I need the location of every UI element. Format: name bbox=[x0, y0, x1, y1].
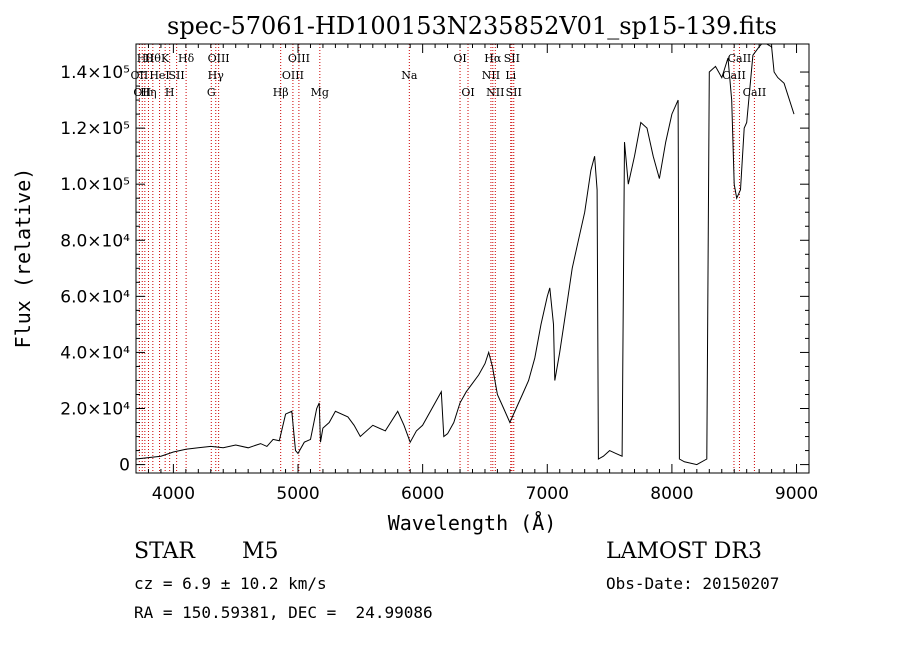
line-label-7: H bbox=[165, 86, 175, 99]
line-label-22: NII bbox=[486, 86, 504, 99]
line-label-4: Hθ bbox=[145, 52, 162, 65]
line-label-5: HeI bbox=[149, 69, 169, 82]
line-label-13: Hβ bbox=[273, 86, 289, 99]
x-axis-ticks: 4000 5000 6000 7000 8000 9000 bbox=[135, 44, 818, 504]
y-tick-label-20000: 2.0×10⁴ bbox=[60, 400, 130, 420]
x-axis-label: Wavelength (Å) bbox=[388, 511, 557, 535]
y-axis-ticks: 0 2.0×10⁴ 4.0×10⁴ 6.0×10⁴ 8.0×10⁴ 1.0×10⁵ 1.2×… bbox=[60, 63, 809, 476]
y-tick-label-100000: 1.0×10⁵ bbox=[60, 175, 130, 195]
line-label-14: OIII bbox=[282, 69, 304, 82]
line-label-16: Mg bbox=[311, 86, 329, 99]
y-tick-label-60000: 6.0×10⁴ bbox=[60, 287, 130, 307]
line-label-11: Hγ bbox=[208, 69, 225, 82]
y-tick-label-140000: 1.4×10⁵ bbox=[60, 63, 130, 83]
x-tick-label-9000: 9000 bbox=[775, 484, 818, 504]
object-class: STAR bbox=[134, 539, 195, 564]
x-tick-label-7000: 7000 bbox=[526, 484, 569, 504]
observation-date: Obs-Date: 20150207 bbox=[606, 574, 780, 593]
ra-dec-coordinates: RA = 150.59381, DEC = 24.99086 bbox=[134, 603, 433, 622]
line-label-3: Hη bbox=[140, 86, 156, 99]
line-label-23: Li bbox=[505, 69, 516, 82]
redshift-cz: cz = 6.9 ± 10.2 km/s bbox=[134, 574, 327, 593]
x-tick-label-5000: 5000 bbox=[276, 484, 319, 504]
line-label-18: OI bbox=[453, 52, 466, 65]
x-tick-label-8000: 8000 bbox=[650, 484, 693, 504]
object-subclass: M5 bbox=[242, 539, 279, 564]
line-label-1: OII bbox=[133, 86, 151, 99]
spectrum-line bbox=[135, 43, 795, 466]
line-label-10: G bbox=[207, 86, 216, 99]
emission-line-labels: OII OII Hθ Hη Hθ HeI K H SII Hδ G Hγ OIII Hβ OIII OIII M… bbox=[131, 52, 767, 99]
x-tick-label-4000: 4000 bbox=[152, 484, 195, 504]
x-tick-label-6000: 6000 bbox=[401, 484, 444, 504]
emission-line-markers bbox=[138, 44, 755, 473]
line-label-19: OI bbox=[461, 86, 474, 99]
line-label-20: NII bbox=[482, 69, 500, 82]
line-label-8: SII bbox=[169, 69, 185, 82]
chart-title: spec-57061-HD100153N235852V01_sp15-139.f… bbox=[167, 12, 777, 40]
line-label-24: SII bbox=[504, 52, 520, 65]
line-label-2: Hθ bbox=[137, 52, 154, 65]
line-label-26: CaII bbox=[722, 69, 746, 82]
y-tick-label-120000: 1.2×10⁵ bbox=[60, 119, 130, 139]
y-tick-label-0: 0 bbox=[119, 456, 130, 476]
y-axis-label: Flux (relative) bbox=[11, 168, 35, 349]
line-label-15: OIII bbox=[288, 52, 310, 65]
line-label-28: CaII bbox=[743, 86, 767, 99]
line-label-6: K bbox=[161, 52, 170, 65]
line-label-21: Hα bbox=[484, 52, 502, 65]
y-tick-label-80000: 8.0×10⁴ bbox=[60, 231, 130, 251]
line-label-12: OIII bbox=[208, 52, 230, 65]
line-label-27: CaII bbox=[728, 52, 752, 65]
line-label-17: Na bbox=[401, 69, 418, 82]
line-label-9: Hδ bbox=[178, 52, 195, 65]
y-tick-label-40000: 4.0×10⁴ bbox=[60, 343, 130, 363]
line-label-25: SII bbox=[506, 86, 522, 99]
line-label-0: OII bbox=[131, 69, 149, 82]
survey-name: LAMOST DR3 bbox=[606, 539, 762, 564]
